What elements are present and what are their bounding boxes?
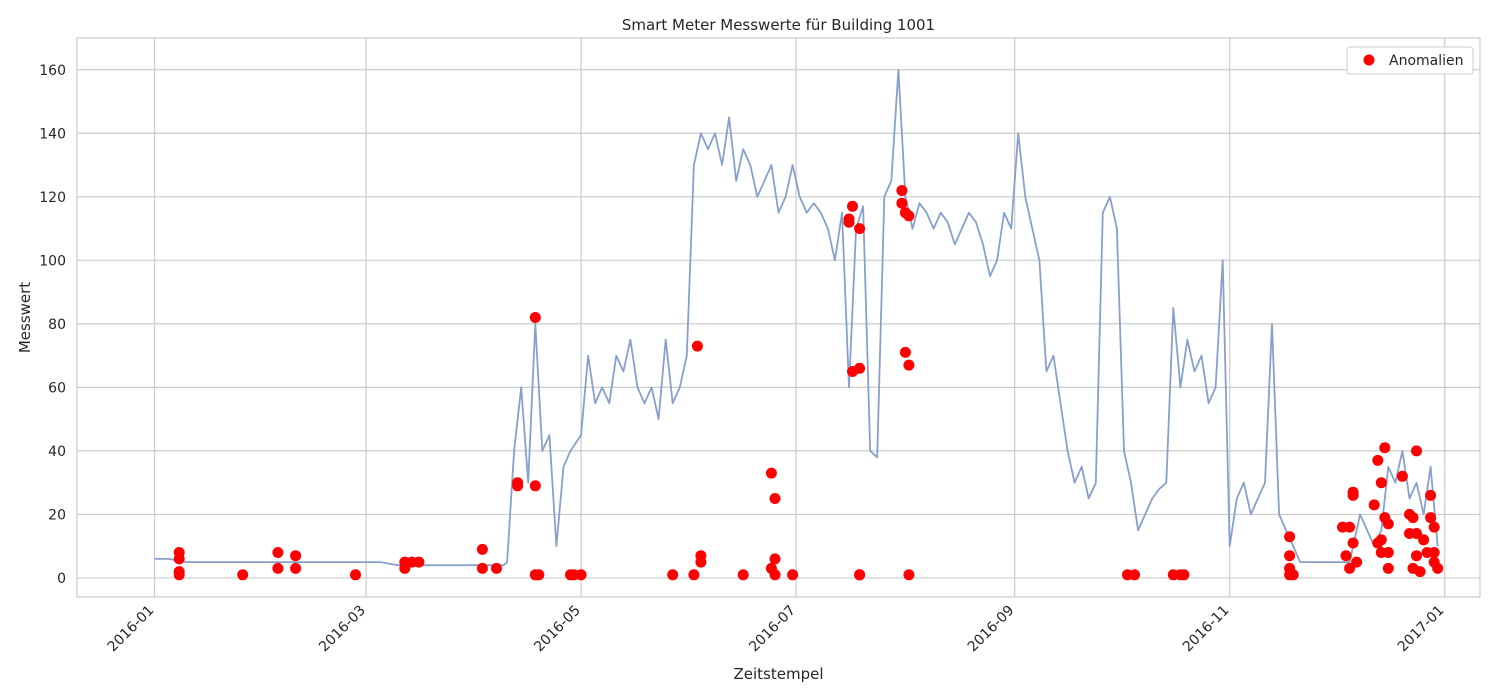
anomaly-point	[1284, 550, 1296, 562]
anomaly-point	[1347, 537, 1359, 549]
anomaly-point	[903, 569, 915, 581]
anomaly-point	[854, 223, 866, 235]
anomaly-point	[1411, 550, 1422, 562]
anomaly-point	[1382, 518, 1394, 530]
legend-box	[1346, 46, 1474, 75]
legend-label-anomalien: Anomalien	[1389, 53, 1464, 69]
anomaly-point	[1382, 547, 1394, 558]
anomaly-point	[1428, 521, 1440, 533]
anomaly-point	[1407, 512, 1419, 524]
anomaly-point	[399, 562, 411, 574]
anomaly-point	[1372, 454, 1384, 466]
y-axis-label: Messwert	[16, 282, 34, 353]
anomaly-point	[1432, 562, 1444, 574]
anomaly-point	[476, 543, 488, 555]
anomaly-point	[1375, 534, 1387, 546]
anomaly-point	[1418, 534, 1430, 546]
anomaly-point	[737, 569, 749, 581]
plot-area	[154, 68, 1444, 581]
chart-title: Smart Meter Messwerte für Building 1001	[622, 16, 935, 34]
y-tick-label: 60	[48, 380, 66, 396]
anomaly-point	[350, 569, 361, 581]
anomaly-point	[903, 210, 915, 222]
anomaly-point	[769, 569, 781, 581]
anomaly-point	[529, 312, 541, 323]
anomaly-point	[529, 480, 541, 492]
anomaly-point	[1411, 445, 1422, 457]
anomaly-point	[575, 569, 587, 581]
y-tick-label: 140	[39, 126, 66, 142]
anomaly-point	[847, 200, 858, 212]
anomaly-point	[691, 340, 703, 352]
anomaly-point	[533, 569, 545, 581]
y-tick-label: 80	[48, 317, 66, 333]
anomaly-point	[787, 569, 799, 581]
anomaly-point	[695, 556, 707, 568]
anomaly-point	[491, 562, 502, 574]
anomaly-point	[667, 569, 679, 581]
legend-marker-anomalien	[1363, 54, 1375, 66]
anomaly-point	[413, 556, 425, 568]
anomaly-point	[173, 569, 185, 581]
anomaly-point	[769, 553, 781, 565]
grid	[77, 38, 1480, 597]
anomaly-point	[1344, 562, 1356, 574]
anomaly-point	[272, 547, 284, 558]
y-tick-label: 0	[57, 571, 66, 587]
series-line-messwert	[154, 68, 1439, 567]
anomaly-point	[1344, 521, 1356, 533]
anomaly-point	[476, 562, 488, 574]
y-tick-label: 100	[39, 253, 66, 269]
anomaly-point	[1351, 556, 1363, 568]
anomaly-point	[290, 562, 302, 574]
y-tick-label: 20	[48, 507, 66, 523]
anomaly-point	[854, 362, 866, 374]
x-axis-label: Zeitstempel	[733, 665, 823, 683]
anomaly-point	[1287, 569, 1299, 581]
anomaly-point	[512, 480, 524, 492]
anomaly-point	[1375, 477, 1387, 489]
anomaly-point	[290, 550, 302, 562]
anomaly-point	[237, 569, 249, 581]
anomaly-point	[1129, 569, 1140, 581]
anomaly-point	[1411, 528, 1422, 539]
anomaly-point	[1428, 547, 1440, 558]
y-tick-labels: 0 20 40 60 80 100 120 140 160	[39, 63, 66, 587]
anomaly-point	[903, 359, 915, 371]
y-tick-label: 160	[39, 63, 66, 79]
anomaly-point	[272, 562, 284, 574]
anomaly-point	[896, 197, 908, 209]
anomaly-point	[854, 569, 866, 581]
anomaly-point	[765, 467, 777, 479]
anomaly-point	[896, 185, 908, 196]
anomaly-point	[769, 493, 781, 504]
y-tick-label: 120	[39, 190, 66, 206]
anomaly-point	[688, 569, 700, 581]
anomaly-point	[1382, 562, 1394, 574]
anomaly-point	[1379, 442, 1391, 454]
anomaly-point	[1340, 550, 1352, 562]
legend: Anomalien	[1346, 46, 1474, 75]
y-tick-label: 40	[48, 444, 66, 460]
anomaly-point	[899, 346, 911, 358]
plot-frame	[76, 37, 1481, 598]
anomaly-point	[1425, 489, 1437, 501]
anomaly-point	[173, 553, 185, 565]
anomaly-point	[1425, 512, 1437, 524]
anomaly-point	[1178, 569, 1190, 581]
anomaly-point	[843, 216, 855, 228]
anomaly-point	[1347, 489, 1359, 501]
anomaly-point	[1368, 499, 1380, 511]
anomaly-point	[1284, 531, 1296, 543]
anomaly-point	[1396, 470, 1408, 482]
anomaly-point	[1414, 566, 1426, 578]
